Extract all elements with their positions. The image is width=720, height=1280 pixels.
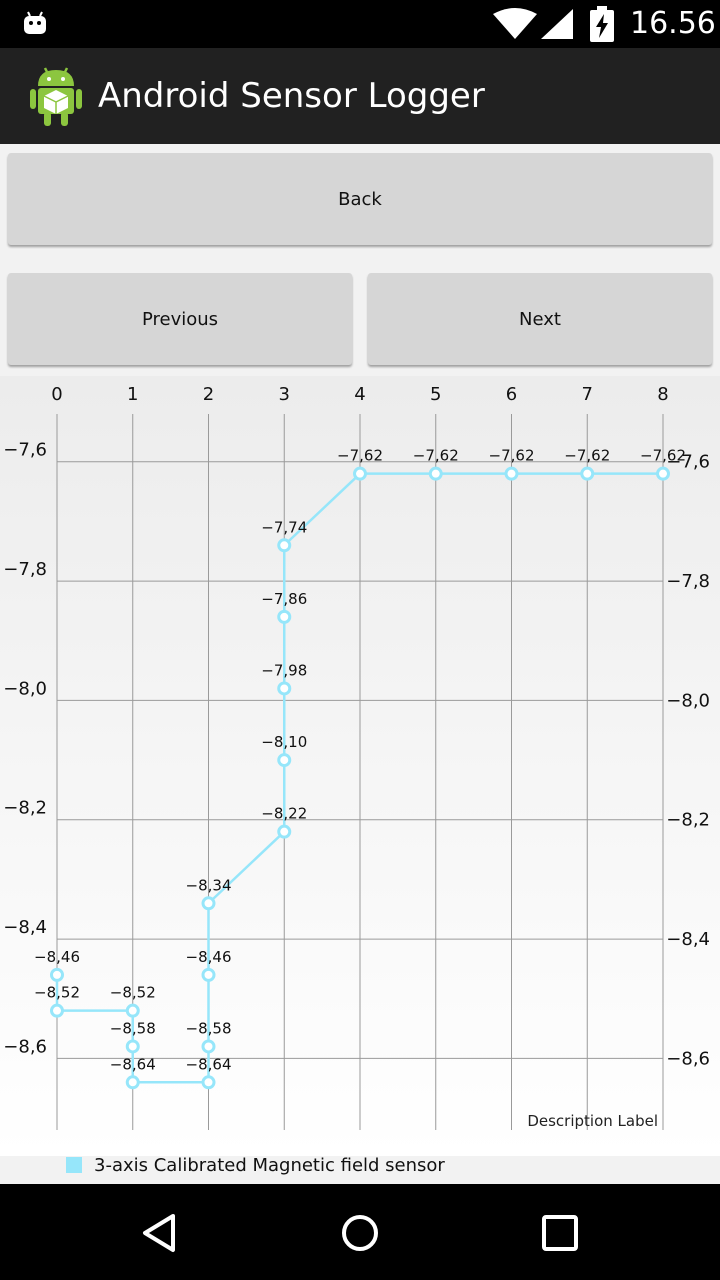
nav-home-icon[interactable] [335, 1208, 385, 1258]
data-label: −8,58 [186, 1019, 232, 1037]
legend-label: 3-axis Calibrated Magnetic field sensor [94, 1154, 445, 1176]
nav-back-icon[interactable] [135, 1208, 185, 1258]
status-bar: 16.56 [0, 0, 720, 48]
android-app-icon [30, 67, 82, 126]
line-chart: 0 1 2 3 4 5 6 7 8 −7,6 −7,6 −7,8 −7,8 −8,0 −8,0 −8,2 −8,… [0, 376, 720, 1156]
data-point [353, 466, 367, 481]
battery-charging-icon [590, 6, 614, 42]
data-point [125, 1039, 140, 1054]
data-label: −8,58 [110, 1019, 156, 1037]
y-tick-label-right: −7,8 [666, 571, 710, 592]
data-label: −8,46 [186, 948, 232, 966]
data-point [201, 1075, 216, 1090]
data-label: −7,62 [564, 447, 610, 465]
x-tick-label: 3 [279, 384, 290, 405]
data-point [277, 753, 292, 768]
nav-recents-icon[interactable] [535, 1208, 585, 1258]
data-point [125, 1075, 140, 1090]
data-point [277, 681, 292, 696]
next-button[interactable]: Next [368, 273, 712, 365]
data-label: −8,22 [261, 805, 307, 823]
data-point [50, 967, 64, 982]
previous-button[interactable]: Previous [8, 273, 352, 365]
x-tick-label: 0 [51, 384, 62, 405]
y-tick-label-right: −8,4 [666, 929, 710, 950]
data-point [504, 466, 519, 481]
chart-description-label: Description Label [527, 1112, 658, 1130]
x-tick-label: 1 [127, 384, 138, 405]
data-label: −7,62 [489, 447, 535, 465]
data-label: −8,34 [186, 876, 232, 894]
data-label: −8,64 [110, 1055, 156, 1073]
data-label: −7,62 [640, 447, 686, 465]
y-tick-label-right: −7,6 [666, 452, 710, 473]
data-label: −8,52 [34, 984, 80, 1002]
status-time: 16.56 [630, 6, 716, 41]
y-tick-label-right: −8,2 [666, 810, 710, 831]
data-point [277, 824, 292, 839]
cellular-signal-icon [541, 9, 573, 39]
data-point [201, 1039, 216, 1054]
data-label: −8,52 [110, 984, 156, 1002]
sensor-chart: 0 1 2 3 4 5 6 7 8 −7,6 −7,6 −7,8 −7,8 −8,0 −8,0 −8,2 −8,… [0, 376, 720, 1184]
back-button[interactable]: Back [8, 153, 712, 245]
y-tick-label-left: −7,8 [3, 559, 47, 580]
data-point [428, 466, 443, 481]
action-bar: Android Sensor Logger [0, 48, 720, 144]
x-tick-label: 8 [657, 384, 668, 405]
wifi-icon [493, 8, 537, 39]
y-tick-label-left: −8,0 [3, 678, 47, 699]
chart-legend: 3-axis Calibrated Magnetic field sensor [66, 1153, 445, 1177]
data-point [201, 896, 216, 911]
y-tick-label-left: −8,4 [3, 917, 47, 938]
x-tick-label: 2 [203, 384, 214, 405]
x-tick-label: 4 [354, 384, 365, 405]
data-label: −8,64 [186, 1055, 232, 1073]
data-point [50, 1003, 64, 1018]
app-title: Android Sensor Logger [98, 76, 485, 116]
y-tick-label-right: −8,6 [666, 1048, 710, 1069]
data-label: −7,74 [261, 518, 307, 536]
data-point [201, 967, 216, 982]
data-label: −7,98 [261, 661, 307, 679]
data-label: −7,62 [413, 447, 459, 465]
y-tick-label-left: −7,6 [3, 440, 47, 461]
android-robot-icon [24, 11, 46, 34]
data-point [656, 466, 670, 481]
navigation-bar [0, 1184, 720, 1280]
y-tick-label-left: −8,6 [3, 1036, 47, 1057]
data-point [580, 466, 595, 481]
data-label: −8,46 [34, 948, 80, 966]
data-label: −7,62 [337, 447, 383, 465]
data-label: −7,86 [261, 590, 307, 608]
y-tick-label-right: −8,0 [666, 690, 710, 711]
data-label: −8,10 [261, 733, 307, 751]
x-tick-label: 6 [506, 384, 517, 405]
x-tick-label: 7 [582, 384, 593, 405]
data-point [125, 1003, 140, 1018]
data-point [277, 538, 292, 553]
data-point [277, 609, 292, 624]
x-tick-label: 5 [430, 384, 441, 405]
legend-swatch [66, 1157, 82, 1173]
y-tick-label-left: −8,2 [3, 798, 47, 819]
